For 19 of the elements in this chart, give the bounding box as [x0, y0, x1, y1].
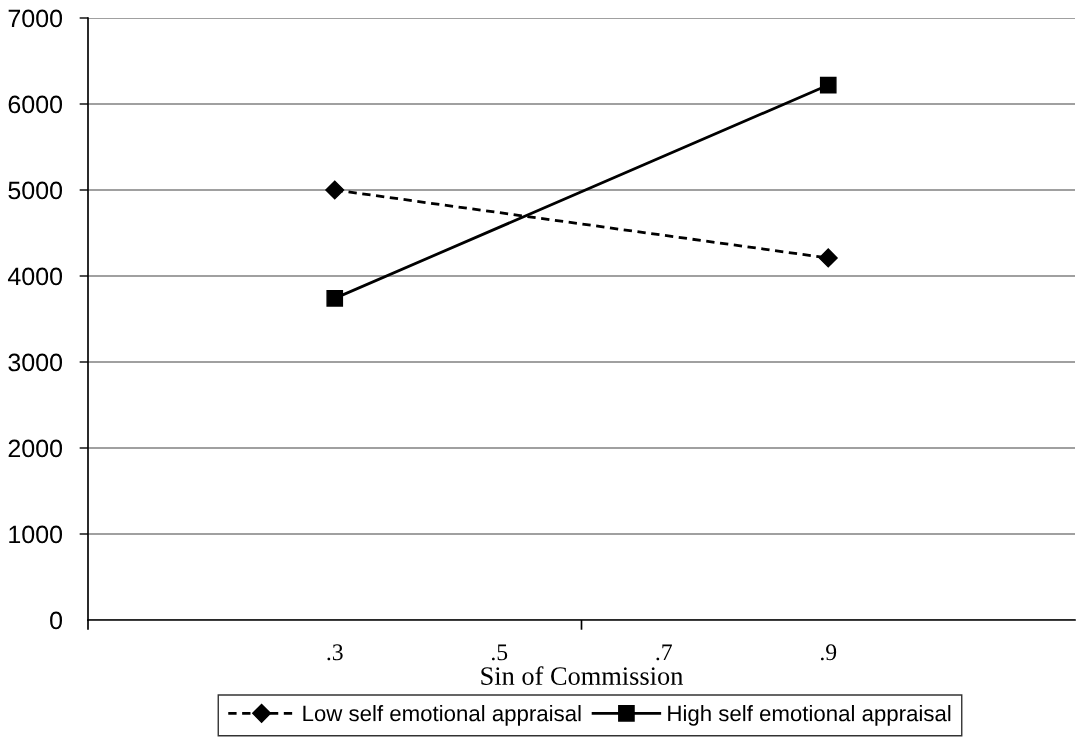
y-tick-label: 5000 — [8, 181, 63, 200]
y-tick-label: 2000 — [8, 439, 63, 458]
legend-label: High self emotional appraisal — [668, 705, 951, 726]
legend-label: Low self emotional appraisal — [303, 705, 581, 726]
x-tick-label: .7 — [656, 644, 672, 661]
y-tick-label: 6000 — [8, 95, 63, 114]
x-tick-label: .3 — [327, 644, 343, 661]
point — [819, 76, 837, 94]
x-tick-label: .9 — [820, 644, 837, 661]
y-tick-label: 4000 — [7, 267, 63, 286]
point — [326, 290, 344, 307]
y-tick-label: 7000 — [8, 9, 63, 28]
point — [325, 180, 345, 200]
x-tick-label: .5 — [491, 644, 508, 661]
y-tick-label: 0 — [50, 611, 63, 630]
y-tick-label: 3000 — [8, 353, 63, 372]
x-axis-title: Sin of Commission — [481, 666, 684, 685]
point — [818, 248, 838, 268]
y-tick-label: 1000 — [9, 525, 63, 544]
